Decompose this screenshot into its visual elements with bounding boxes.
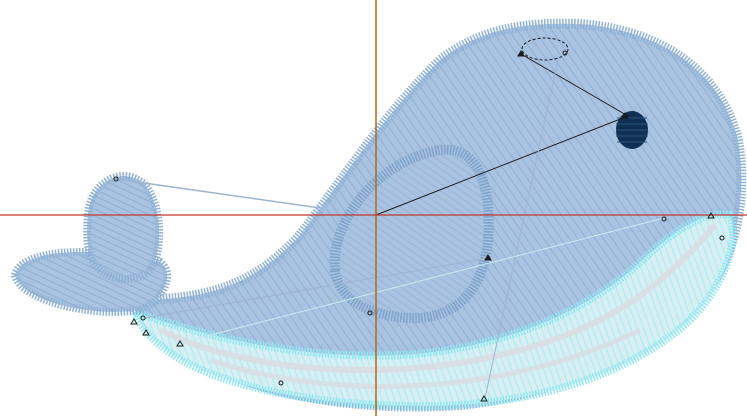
node-triangle [142,329,150,336]
node-circle [140,315,146,321]
node-triangle [480,395,488,402]
node-triangle [176,340,184,347]
node-triangle [130,318,138,325]
node-circle [661,216,667,222]
node-circle [113,176,119,182]
node-triangle [707,212,715,219]
whale-eye[interactable] [616,111,648,149]
blowhole-outline[interactable] [521,37,569,61]
node-triangle [621,112,629,119]
node-triangle [517,50,525,57]
node-circle [719,235,725,241]
node-circle [278,380,284,386]
stitch-path-guides [115,53,665,399]
whale-head-patch[interactable] [329,144,494,324]
whale-tail[interactable] [10,172,172,316]
whale-belly[interactable] [129,210,737,411]
node-circle [367,310,373,316]
node-circle [562,50,568,56]
stitch-node-markers[interactable] [113,50,725,402]
node-triangle [484,254,492,261]
